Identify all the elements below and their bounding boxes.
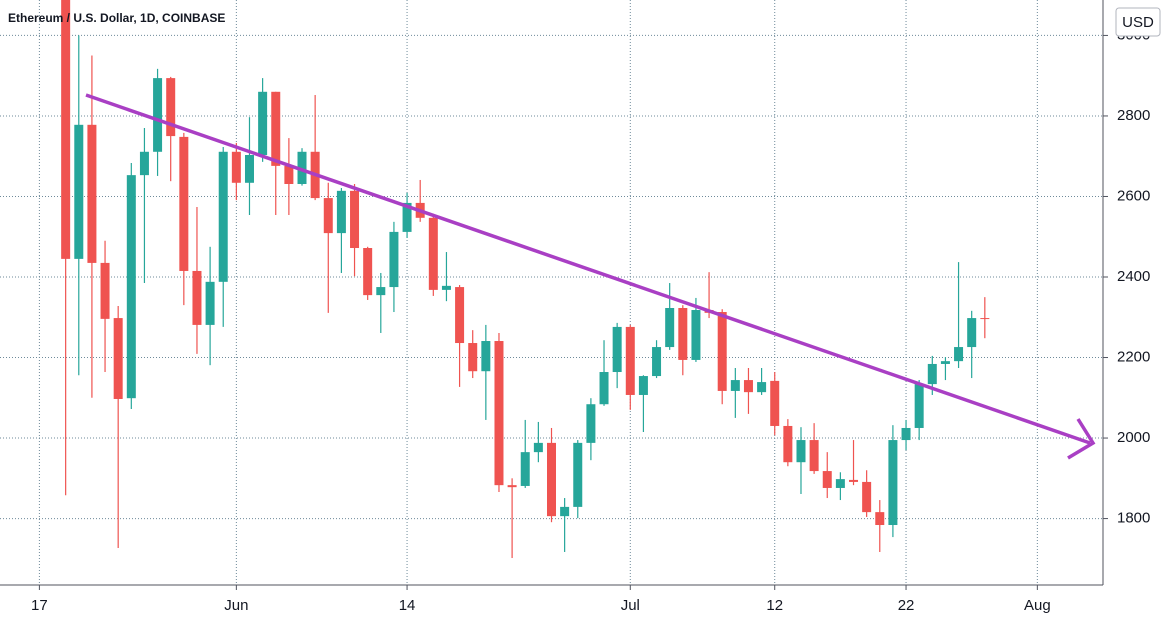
candle-body [192, 270, 202, 325]
candle-body [730, 380, 740, 391]
candle-body [573, 442, 583, 507]
x-tick-label: 12 [766, 597, 783, 614]
candle-body [271, 91, 281, 166]
candle-body [770, 380, 780, 426]
candle-body [743, 380, 753, 393]
candle-body [927, 363, 937, 385]
candle-body [363, 248, 373, 296]
candle-body [862, 481, 872, 513]
candle-body [625, 326, 635, 395]
candle-body [494, 341, 504, 486]
candle-body [297, 151, 307, 184]
candle-body [547, 442, 556, 517]
candle-body [323, 198, 333, 234]
candle-body [179, 136, 189, 271]
candle-body [139, 151, 149, 176]
candle-body [967, 318, 977, 348]
candle-body [113, 318, 123, 399]
candle-body [560, 506, 570, 517]
candle-body [612, 326, 622, 373]
candle-body [691, 310, 701, 360]
candle-body [428, 217, 438, 290]
candle-body [402, 202, 412, 232]
y-tick-label: 2400 [1117, 268, 1150, 285]
candle-body [481, 341, 491, 372]
candle-body [652, 347, 662, 377]
candle-body [258, 91, 268, 156]
candle-body [284, 165, 294, 184]
candle-body [717, 312, 727, 391]
candle-body [835, 479, 845, 488]
trendline [85, 93, 1096, 460]
candle-body [796, 440, 806, 463]
candle-body [901, 427, 911, 441]
candle-body [61, 0, 71, 259]
candles [61, 0, 990, 559]
y-tick-label: 1800 [1117, 510, 1150, 527]
x-tick-label: 14 [399, 597, 416, 614]
candle-body [376, 287, 386, 296]
candle-body [100, 262, 110, 319]
candle-body [599, 372, 609, 405]
candle-body [875, 512, 885, 526]
candle-body [336, 190, 346, 234]
y-tick-label: 2600 [1117, 187, 1150, 204]
candle-body [231, 151, 241, 183]
candle-body [757, 382, 767, 393]
candle-body [783, 425, 793, 463]
x-tick-label: 22 [898, 597, 915, 614]
x-tick-label: Aug [1024, 597, 1051, 614]
candle-body [244, 155, 254, 183]
candle-body [389, 231, 399, 288]
candle-body [914, 384, 924, 428]
y-tick-label: 2000 [1117, 429, 1150, 446]
x-tick-label: Jun [224, 597, 248, 614]
candle-body [441, 285, 451, 290]
y-tick-label: 2200 [1117, 348, 1150, 365]
candle-body [980, 318, 990, 320]
candle-body [455, 287, 465, 344]
candle-body [468, 343, 478, 372]
candle-body [586, 404, 596, 443]
candle-body [940, 361, 950, 364]
candle-body [126, 175, 136, 399]
currency-box [1115, 7, 1161, 37]
candle-body [822, 471, 832, 488]
candle-body [665, 308, 675, 348]
candle-body [74, 124, 84, 259]
candle-body [153, 78, 163, 152]
candle-body [533, 442, 543, 453]
candle-body [520, 452, 530, 486]
x-tick-label: 17 [31, 597, 48, 614]
candle-body [507, 485, 517, 488]
y-tick-label: 2800 [1117, 107, 1150, 124]
candle-body [888, 440, 898, 526]
candle-body [87, 124, 97, 263]
candle-body [954, 347, 964, 362]
candle-body [849, 479, 859, 482]
x-tick-label: Jul [621, 597, 640, 614]
candle-body [809, 440, 819, 472]
chart-title: Ethereum / U.S. Dollar, 1D, COINBASE [8, 11, 225, 25]
candle-body [350, 190, 360, 249]
candle-body [218, 151, 228, 282]
candle-body [678, 308, 688, 360]
currency: USD [1122, 14, 1154, 31]
candle-body [638, 376, 648, 395]
candle-body [166, 78, 176, 137]
candle-body [205, 281, 215, 325]
